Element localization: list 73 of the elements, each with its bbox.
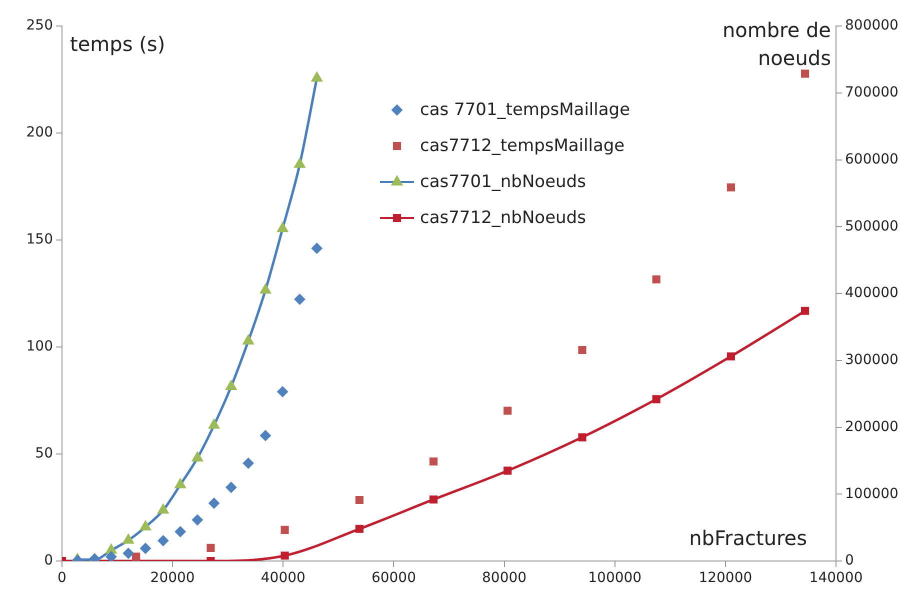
x-tick-label: 0 — [58, 570, 66, 586]
x-tick-label: 20000 — [150, 570, 195, 586]
point — [192, 452, 204, 462]
point — [504, 466, 512, 475]
point — [192, 514, 203, 526]
x-axis-title: nbFractures — [689, 526, 807, 550]
point — [140, 520, 152, 530]
point — [801, 306, 810, 315]
y-tick-label: 250 — [26, 18, 53, 34]
x-tick-label: 80000 — [482, 570, 527, 586]
point — [260, 284, 272, 294]
legend-label: cas7712_tempsMaillage — [420, 136, 625, 156]
y2-tick-label: 400000 — [845, 285, 898, 302]
y2-tick-label: 700000 — [845, 84, 898, 101]
point — [242, 458, 254, 469]
point — [294, 294, 306, 305]
point — [280, 526, 289, 534]
y2-tick-label: 0 — [845, 552, 854, 569]
point — [504, 406, 512, 415]
point — [652, 275, 660, 284]
y-tick-label: 0 — [44, 552, 53, 569]
legend-label: cas 7701_tempsMaillage — [420, 100, 630, 120]
point — [158, 535, 169, 546]
point — [226, 482, 237, 493]
point — [208, 498, 220, 509]
y-tick-label: 100 — [26, 338, 53, 355]
point — [157, 504, 169, 514]
point — [106, 551, 117, 561]
legend-label: cas7712_nbNoeuds — [420, 208, 586, 228]
point — [242, 334, 254, 344]
point — [174, 478, 186, 488]
point — [122, 534, 134, 544]
y2-tick-label: 200000 — [845, 418, 898, 435]
y-tick-label: 50 — [35, 446, 53, 462]
y2-tick-label: 600000 — [845, 151, 898, 168]
point — [280, 552, 289, 560]
point — [801, 70, 810, 78]
point — [578, 433, 586, 442]
point — [132, 552, 140, 561]
point — [429, 495, 438, 504]
x-tick-label: 140000 — [809, 570, 863, 586]
point — [311, 242, 322, 254]
point — [652, 395, 660, 404]
y2-tick-label: 300000 — [845, 352, 898, 368]
point — [294, 158, 306, 168]
point — [140, 542, 151, 554]
point — [726, 352, 735, 360]
point — [260, 430, 271, 442]
y2-tick-label: 500000 — [845, 218, 898, 234]
point — [206, 544, 215, 552]
x-tick-label: 100000 — [588, 570, 642, 586]
point — [174, 526, 186, 538]
point — [276, 222, 288, 232]
point — [355, 524, 364, 533]
point — [578, 346, 586, 354]
legend-label: cas7701_nbNoeuds — [420, 172, 586, 192]
x-tick-label: 60000 — [371, 570, 416, 586]
point — [225, 380, 237, 390]
y2-tick-label: 800000 — [845, 18, 898, 34]
point — [208, 418, 220, 429]
point — [122, 548, 134, 559]
y-tick-label: 150 — [26, 232, 53, 248]
point — [277, 386, 288, 398]
y2-axis-title: nombre de noeuds — [721, 17, 831, 72]
y-tick-label: 200 — [26, 124, 53, 141]
point — [429, 457, 438, 466]
x-tick-label: 40000 — [260, 570, 306, 586]
x-tick-label: 120000 — [698, 570, 752, 586]
point — [355, 496, 364, 504]
point — [726, 183, 735, 192]
point — [311, 72, 323, 82]
y-axis-title: temps (s) — [70, 32, 166, 56]
y2-tick-label: 100000 — [845, 486, 898, 502]
